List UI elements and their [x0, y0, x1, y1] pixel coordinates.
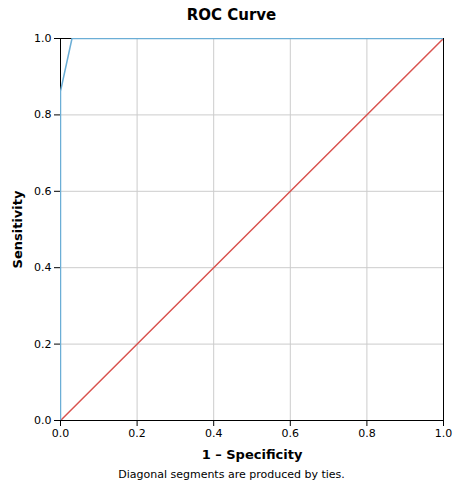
svg-text:0.6: 0.6 — [282, 427, 300, 440]
svg-text:0.8: 0.8 — [358, 427, 376, 440]
svg-text:0.0: 0.0 — [52, 427, 70, 440]
svg-text:1 – Specificity: 1 – Specificity — [202, 447, 303, 462]
svg-text:0.8: 0.8 — [34, 108, 52, 121]
svg-text:Sensitivity: Sensitivity — [10, 190, 25, 268]
svg-text:0.0: 0.0 — [34, 414, 52, 427]
svg-text:1.0: 1.0 — [34, 32, 52, 45]
html-text:Diagonal segments are produced: Diagonal segments are produced by ties. — [118, 468, 345, 481]
svg-text:0.2: 0.2 — [128, 427, 146, 440]
svg-text:0.6: 0.6 — [34, 185, 52, 198]
svg-text:0.4: 0.4 — [34, 261, 52, 274]
svg-text:1.0: 1.0 — [435, 427, 453, 440]
html-text:ROC Curve: ROC Curve — [186, 6, 277, 24]
svg-text:0.4: 0.4 — [205, 427, 223, 440]
svg-text:0.2: 0.2 — [34, 338, 52, 351]
